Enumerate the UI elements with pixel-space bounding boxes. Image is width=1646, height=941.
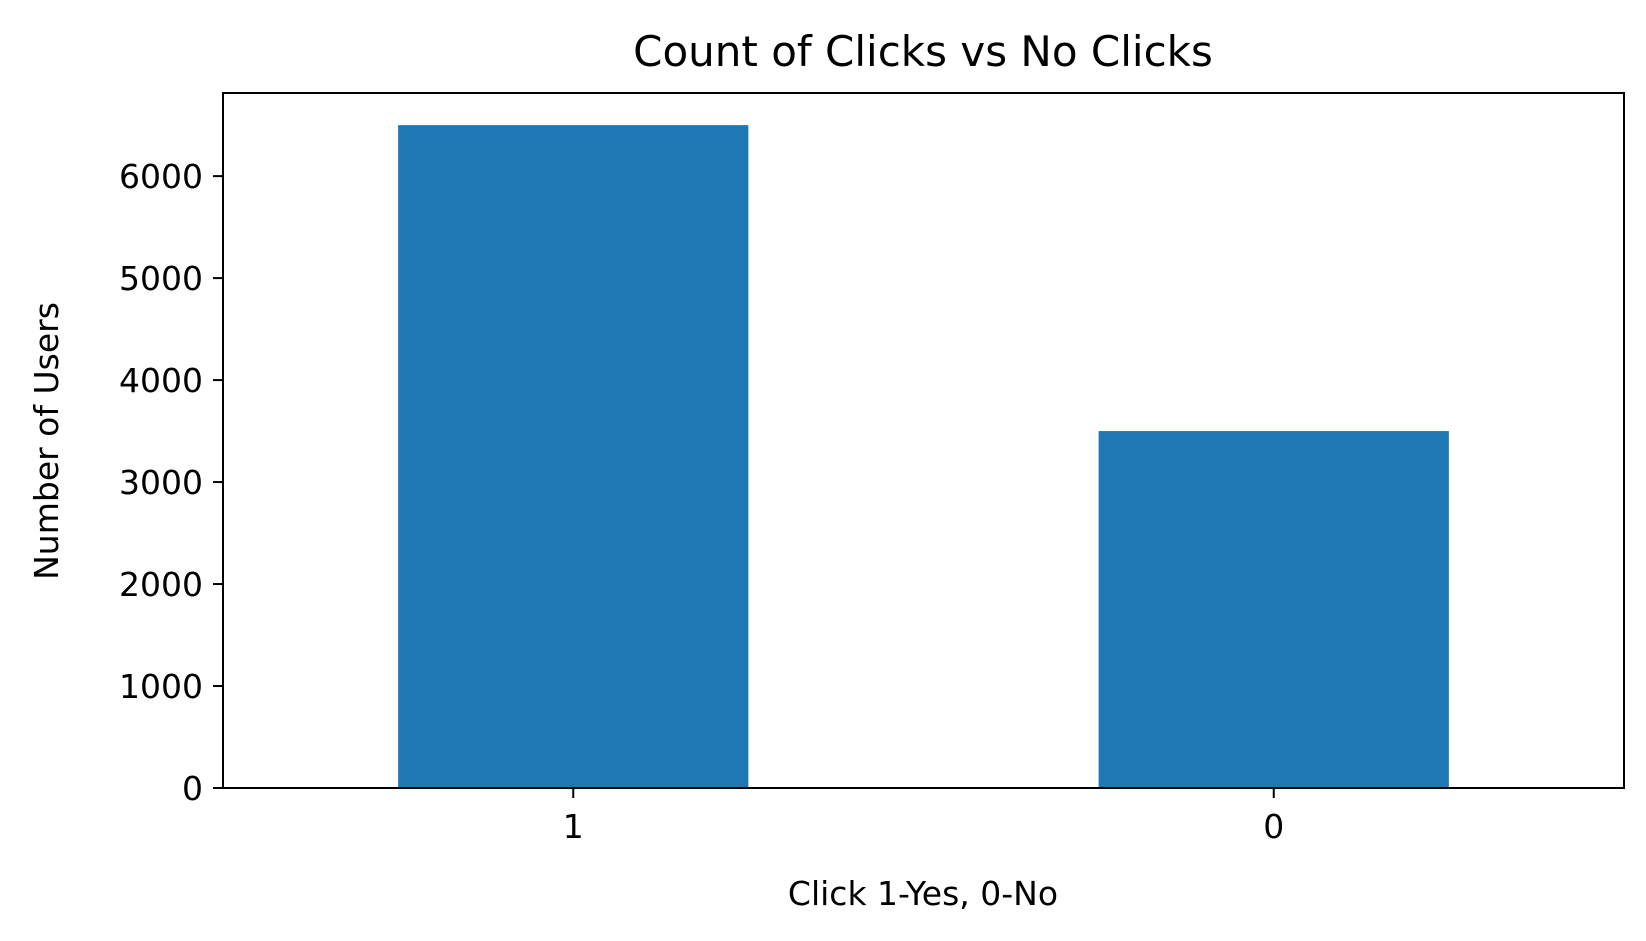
bar-0 — [1098, 431, 1449, 788]
y-tick-label: 4000 — [119, 361, 203, 400]
y-axis-label: Number of Users — [27, 302, 66, 580]
bar-1 — [398, 125, 749, 788]
y-tick-label: 5000 — [119, 259, 203, 298]
chart-title: Count of Clicks vs No Clicks — [633, 27, 1213, 76]
x-axis-label: Click 1-Yes, 0-No — [788, 874, 1058, 913]
y-tick-label: 0 — [182, 769, 203, 808]
y-axis: 0 1000 2000 3000 4000 5000 6000 — [119, 157, 223, 808]
y-tick-label: 6000 — [119, 157, 203, 196]
x-tick-label: 0 — [1263, 807, 1284, 846]
plot-area-frame — [222, 92, 1625, 789]
y-tick-label: 1000 — [119, 667, 203, 706]
y-tick-label: 3000 — [119, 463, 203, 502]
y-tick-label: 2000 — [119, 565, 203, 604]
bars-layer — [398, 125, 1449, 788]
x-tick-label: 1 — [563, 807, 584, 846]
